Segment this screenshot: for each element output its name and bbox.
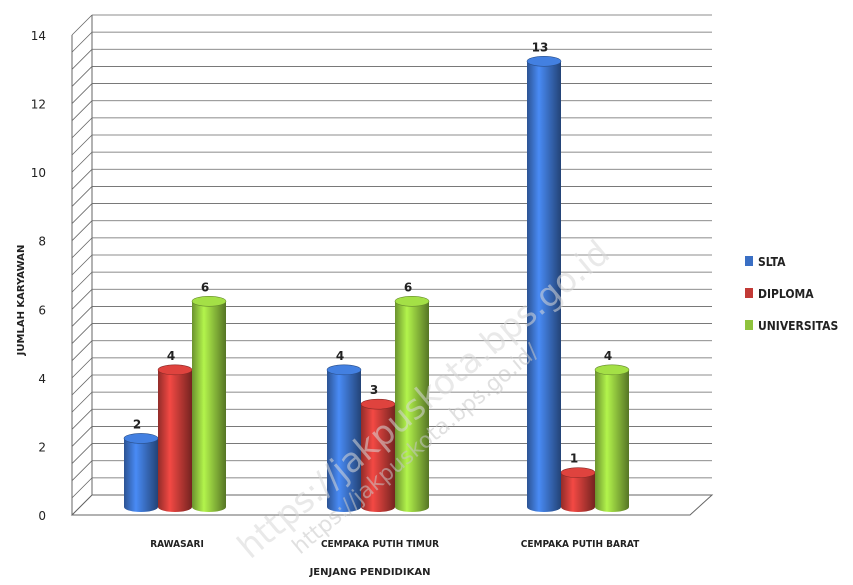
bar-universitas-0	[191, 295, 227, 512]
y-tick-label: 12	[31, 98, 46, 112]
gridline-side	[71, 374, 93, 396]
bar-top	[594, 364, 630, 376]
legend-label: UNIVERSITAS	[758, 319, 838, 333]
data-labels: 2 4 6 4 3 6 13 1 4	[133, 40, 612, 465]
data-label: 6	[404, 280, 412, 294]
y-tick-label: 10	[31, 166, 46, 180]
y-tick-label: 14	[31, 29, 46, 43]
y-axis-ticks: 0 2 4 6 8 10 12 14	[31, 29, 46, 523]
gridline-side	[71, 66, 93, 87]
gridline-side	[71, 237, 93, 259]
bar-body	[192, 301, 226, 512]
data-label: 1	[570, 452, 578, 466]
gridline-side	[71, 409, 93, 430]
data-label: 4	[604, 349, 612, 363]
x-axis-label: JENJANG PENDIDIKAN	[309, 567, 431, 578]
gridline-side	[71, 151, 93, 173]
legend-label: SLTA	[758, 255, 786, 269]
gridline-side	[71, 391, 93, 413]
gridline-side	[71, 31, 93, 53]
bar-diploma-2	[560, 467, 596, 512]
bar-body	[527, 61, 561, 513]
bar-universitas-2	[594, 364, 630, 512]
bar-body	[124, 438, 158, 512]
bar-top	[191, 295, 227, 307]
bar-slta-2	[526, 55, 562, 513]
data-label: 6	[201, 280, 209, 294]
gridline-side	[71, 443, 93, 464]
y-tick-label: 8	[38, 235, 46, 249]
bar-top	[526, 55, 562, 67]
gridline-side	[71, 100, 93, 121]
gridline-side	[71, 426, 93, 447]
gridline-side	[71, 323, 93, 344]
bar-diploma-0	[157, 364, 193, 512]
data-label: 4	[167, 349, 175, 363]
bar-top	[123, 433, 159, 444]
category-label: RAWASARI	[150, 539, 204, 550]
gridline-side	[71, 340, 93, 361]
bar-top	[157, 364, 193, 376]
legend-swatch	[745, 288, 753, 298]
gridline-side	[71, 220, 93, 241]
category-label: CEMPAKA PUTIH BARAT	[521, 539, 640, 550]
legend-swatch	[745, 320, 753, 330]
gridline-side	[71, 14, 93, 36]
bar-universitas-1	[394, 295, 430, 512]
gridline-side	[71, 460, 93, 481]
y-axis-label: JUMLAH KARYAWAN	[16, 245, 27, 357]
bar-body	[327, 369, 361, 512]
bar-top	[326, 364, 362, 376]
gridline-side	[71, 49, 93, 70]
category-label: CEMPAKA PUTIH TIMUR	[321, 539, 439, 550]
chart-floor	[70, 494, 714, 516]
data-label: 3	[370, 383, 378, 397]
gridline-side	[71, 289, 93, 310]
legend: SLTA DIPLOMA UNIVERSITAS	[745, 255, 838, 333]
gridline-side	[71, 186, 93, 207]
bar-slta-1	[326, 364, 362, 512]
gridline-side	[71, 203, 93, 224]
bar-body	[361, 404, 395, 512]
y-tick-label: 2	[38, 440, 46, 454]
gridline-side	[71, 254, 93, 276]
bar-top	[394, 295, 430, 307]
gridline-side	[71, 134, 93, 156]
bar-body	[595, 369, 629, 512]
gridline-side	[71, 271, 93, 293]
gridline-side	[71, 306, 93, 327]
data-label: 2	[133, 417, 141, 431]
bar-body	[158, 369, 192, 512]
legend-label: DIPLOMA	[758, 287, 814, 301]
data-label: 4	[336, 349, 344, 363]
chart-bars	[123, 55, 630, 513]
gridline-side	[71, 477, 93, 499]
bar-body	[561, 472, 595, 512]
x-axis-categories: RAWASARI CEMPAKA PUTIH TIMUR CEMPAKA PUTIH…	[150, 539, 640, 550]
bar-slta-0	[123, 433, 159, 512]
gridline-side	[71, 169, 93, 190]
y-tick-label: 0	[38, 509, 46, 523]
y-tick-label: 4	[38, 372, 46, 386]
gridline-side	[71, 117, 93, 139]
legend-swatch	[745, 256, 753, 266]
bar-body	[395, 301, 429, 512]
gridline-side	[71, 357, 93, 379]
data-label: 13	[532, 40, 549, 54]
gridline-side	[71, 83, 93, 104]
bar-top	[560, 467, 596, 479]
y-tick-label: 6	[38, 303, 46, 317]
